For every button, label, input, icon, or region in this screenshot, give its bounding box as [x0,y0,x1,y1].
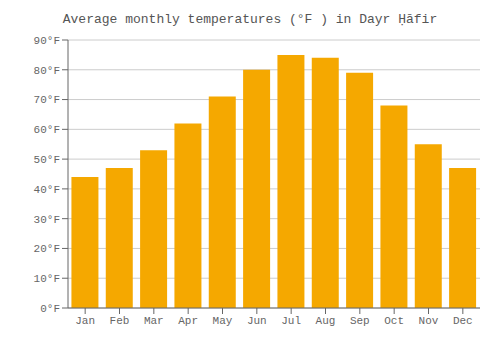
svg-text:90°F: 90°F [34,35,60,47]
svg-text:30°F: 30°F [34,214,60,226]
html-text:Average monthly temperatures (: Average monthly temperatures (°F ) in Da… [62,12,438,27]
svg-text:May: May [213,315,233,327]
svg-text:Apr: Apr [178,315,198,327]
svg-text:40°F: 40°F [34,184,60,196]
svg-text:60°F: 60°F [34,124,60,136]
svg-text:20°F: 20°F [34,243,60,255]
svg-text:Jan: Jan [75,315,95,327]
svg-text:80°F: 80°F [34,65,60,77]
svg-text:Nov: Nov [419,315,439,327]
svg-text:50°F: 50°F [34,154,60,166]
svg-text:0°F: 0°F [40,303,60,315]
svg-text:70°F: 70°F [34,94,60,106]
svg-text:10°F: 10°F [34,273,60,285]
svg-text:Aug: Aug [316,315,336,327]
svg-text:Mar: Mar [144,315,164,327]
svg-text:Jun: Jun [247,315,267,327]
svg-text:Oct: Oct [384,315,404,327]
svg-text:Sep: Sep [350,315,370,327]
svg-text:Dec: Dec [453,315,473,327]
svg-text:Feb: Feb [110,315,130,327]
svg-text:Jul: Jul [281,315,301,327]
